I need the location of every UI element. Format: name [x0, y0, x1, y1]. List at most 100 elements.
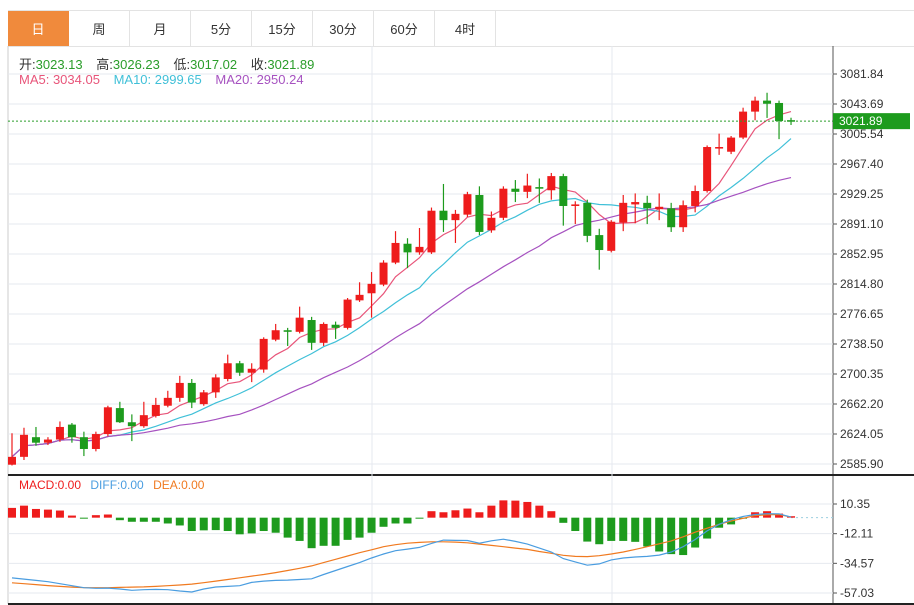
candle — [727, 135, 736, 155]
macd-bar — [475, 512, 484, 518]
candle — [307, 316, 316, 350]
macd-bar — [151, 517, 160, 522]
tab-4[interactable]: 15分 — [252, 11, 313, 46]
candle — [619, 194, 628, 232]
candle — [91, 431, 100, 452]
macd-bar — [547, 511, 556, 518]
candle — [643, 195, 652, 225]
macd-bar — [115, 517, 124, 521]
macd-bar — [31, 508, 40, 518]
macd-bar — [391, 517, 400, 524]
candle — [139, 401, 148, 428]
candle — [43, 437, 52, 446]
candle-body — [511, 188, 520, 192]
candle-body — [463, 194, 472, 215]
candle-body — [487, 217, 496, 231]
high-label: 高: — [96, 57, 113, 72]
open-value: 3023.13 — [35, 57, 83, 72]
price-tick-label: 2852.95 — [840, 247, 884, 261]
macd-bar — [403, 517, 412, 524]
tab-0[interactable]: 日 — [8, 11, 69, 46]
candle — [211, 374, 220, 398]
tab-7[interactable]: 4时 — [435, 11, 496, 46]
candle-body — [223, 363, 232, 379]
candle — [271, 323, 280, 342]
macd-bar — [43, 509, 52, 518]
candle-body — [559, 176, 568, 206]
candle — [547, 172, 556, 200]
last-price-badge — [833, 113, 910, 130]
price-tick-label: 2891.10 — [840, 217, 884, 231]
candle-body — [271, 330, 280, 340]
macd-bar — [259, 517, 268, 532]
candle-body — [43, 439, 52, 443]
candle — [343, 297, 352, 330]
macd-bar — [355, 517, 364, 538]
macd-bar — [367, 517, 376, 533]
macd-bar — [607, 517, 616, 541]
candle-body — [199, 392, 208, 405]
low-label: 低: — [173, 57, 191, 72]
candle — [463, 191, 472, 217]
macd-bar — [343, 517, 352, 540]
macd-value: MACD:0.00 — [19, 478, 82, 492]
candle — [559, 173, 568, 226]
candle — [715, 133, 724, 155]
high-value: 3026.23 — [112, 57, 160, 72]
candle-body — [319, 323, 328, 343]
candle — [763, 92, 772, 118]
tab-3[interactable]: 5分 — [191, 11, 252, 46]
candle-body — [691, 191, 700, 206]
macd-bar — [415, 517, 424, 519]
macd-bar — [139, 517, 148, 522]
price-tick-label: 2738.50 — [840, 337, 884, 351]
candle-body — [535, 187, 544, 189]
candle-body — [115, 408, 124, 423]
candle-body — [379, 262, 388, 285]
candle — [679, 200, 688, 232]
macd-bar — [319, 517, 328, 546]
price-tick-label: 3081.84 — [840, 67, 884, 81]
price-tick-label: 3005.54 — [840, 127, 884, 141]
candle-body — [187, 382, 196, 403]
candle-body — [283, 330, 292, 332]
candle-body — [739, 111, 748, 138]
tab-6[interactable]: 60分 — [374, 11, 435, 46]
macd-bar — [643, 517, 652, 547]
price-tick-label: 2585.90 — [840, 457, 884, 471]
macd-bar — [79, 517, 88, 519]
candle — [595, 228, 604, 270]
macd-bar — [271, 517, 280, 533]
price-tick-label: 2929.25 — [840, 187, 884, 201]
candle — [415, 228, 424, 255]
candle — [523, 173, 532, 199]
candle-body — [91, 434, 100, 449]
candle — [499, 186, 508, 221]
tab-1[interactable]: 周 — [69, 11, 130, 46]
candle-body — [715, 147, 724, 149]
macd-bar — [331, 517, 340, 546]
macd-bar — [523, 501, 532, 518]
price-tick-label: 3043.69 — [840, 97, 884, 111]
tab-2[interactable]: 月 — [130, 11, 191, 46]
ma-legend: MA5: 3034.05 MA10: 2999.65 MA20: 2950.24 — [19, 72, 314, 87]
candle-body — [475, 194, 484, 232]
low-value: 3017.02 — [190, 57, 238, 72]
candle-body — [367, 283, 376, 294]
candle-body — [727, 137, 736, 152]
candle-body — [103, 407, 112, 435]
candle-body — [523, 185, 532, 192]
candle — [8, 433, 16, 466]
macd-bar — [379, 517, 388, 527]
macd-bar — [91, 515, 100, 518]
diff-value: DIFF:0.00 — [90, 478, 144, 492]
tab-5[interactable]: 30分 — [313, 11, 374, 46]
candle — [751, 96, 760, 121]
candle — [739, 107, 748, 140]
macd-bar — [715, 517, 724, 528]
macd-bar — [571, 517, 580, 532]
candle — [511, 180, 520, 203]
candle — [67, 423, 76, 443]
macd-bar — [67, 515, 76, 518]
